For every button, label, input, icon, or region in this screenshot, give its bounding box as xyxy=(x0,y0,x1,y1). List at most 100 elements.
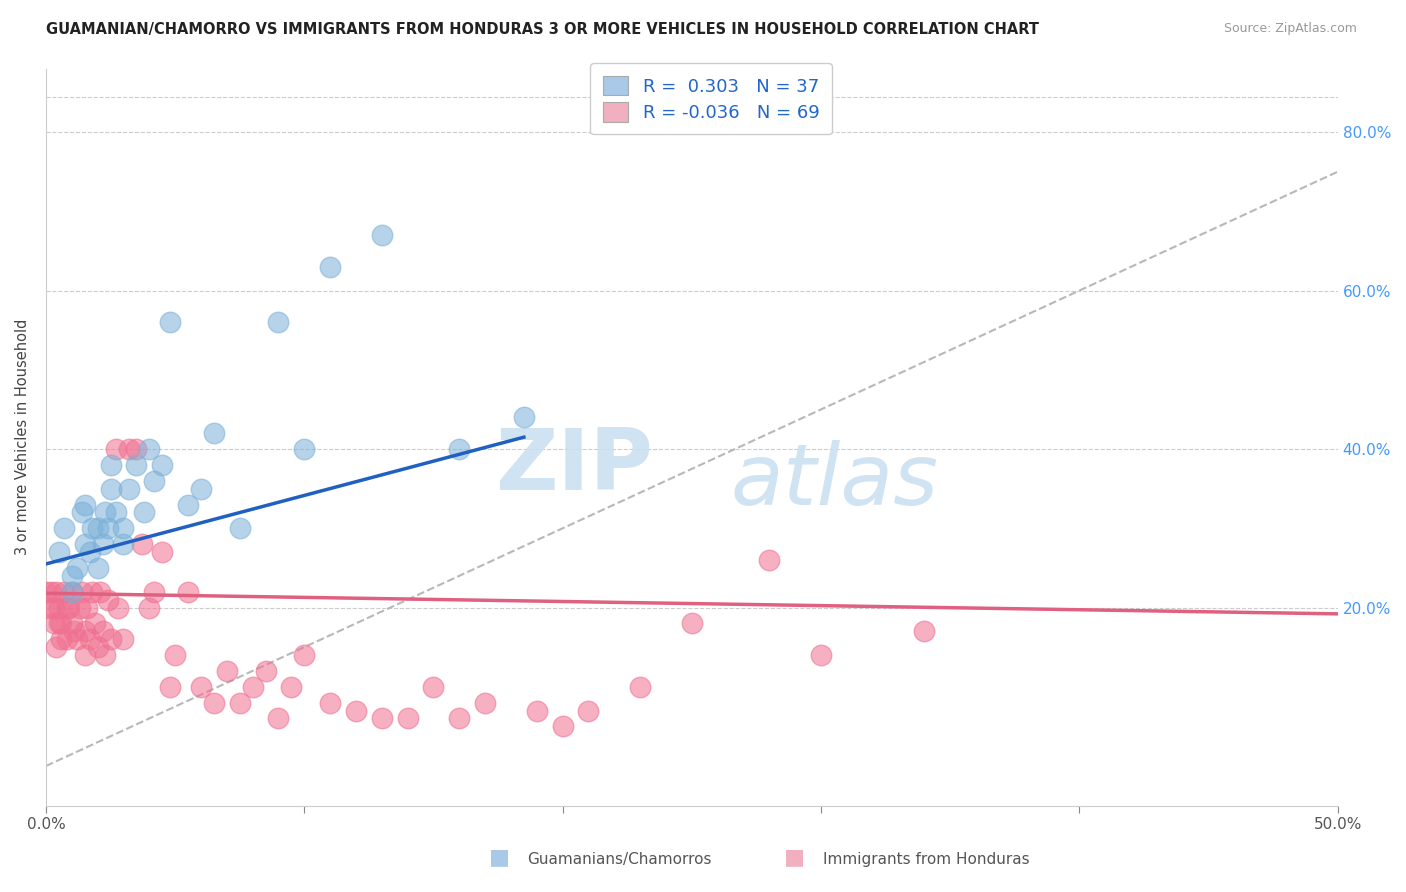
Point xyxy=(45,640,67,654)
Point xyxy=(79,632,101,647)
Point xyxy=(60,584,83,599)
Point xyxy=(344,704,367,718)
Point xyxy=(267,711,290,725)
Point xyxy=(42,600,65,615)
Point xyxy=(125,458,148,472)
Point xyxy=(292,442,315,456)
Point xyxy=(449,442,471,456)
Point xyxy=(242,680,264,694)
Point xyxy=(228,696,250,710)
Point xyxy=(58,600,80,615)
Point xyxy=(138,442,160,456)
Point xyxy=(86,561,108,575)
Point xyxy=(150,458,173,472)
Point xyxy=(86,640,108,654)
Point xyxy=(48,545,70,559)
Point xyxy=(143,584,166,599)
Point xyxy=(63,624,86,639)
Text: ZIP: ZIP xyxy=(495,425,652,508)
Point xyxy=(628,680,651,694)
Point xyxy=(159,315,181,329)
Point xyxy=(39,584,62,599)
Point xyxy=(202,426,225,441)
Point xyxy=(280,680,302,694)
Point xyxy=(112,632,135,647)
Point xyxy=(51,632,73,647)
Point xyxy=(150,545,173,559)
Point xyxy=(681,616,703,631)
Point xyxy=(138,600,160,615)
Point xyxy=(422,680,444,694)
Text: ■: ■ xyxy=(785,847,804,867)
Point xyxy=(97,592,120,607)
Point xyxy=(91,624,114,639)
Point xyxy=(758,553,780,567)
Point xyxy=(177,584,200,599)
Point xyxy=(165,648,187,662)
Point xyxy=(70,505,93,519)
Point xyxy=(526,704,548,718)
Point xyxy=(73,624,96,639)
Point xyxy=(69,600,91,615)
Point xyxy=(474,696,496,710)
Point xyxy=(107,600,129,615)
Point xyxy=(131,537,153,551)
Point xyxy=(912,624,935,639)
Point xyxy=(60,569,83,583)
Point xyxy=(215,664,238,678)
Point xyxy=(60,616,83,631)
Text: GUAMANIAN/CHAMORRO VS IMMIGRANTS FROM HONDURAS 3 OR MORE VEHICLES IN HOUSEHOLD C: GUAMANIAN/CHAMORRO VS IMMIGRANTS FROM HO… xyxy=(46,22,1039,37)
Point xyxy=(551,719,574,733)
Point xyxy=(48,616,70,631)
Text: Guamanians/Chamorros: Guamanians/Chamorros xyxy=(527,852,711,867)
Text: ■: ■ xyxy=(489,847,509,867)
Legend: R =  0.303   N = 37, R = -0.036   N = 69: R = 0.303 N = 37, R = -0.036 N = 69 xyxy=(591,63,832,135)
Point xyxy=(70,584,93,599)
Point xyxy=(42,616,65,631)
Point xyxy=(45,584,67,599)
Point xyxy=(55,600,77,615)
Point xyxy=(38,600,60,615)
Point xyxy=(371,711,394,725)
Point xyxy=(91,537,114,551)
Point xyxy=(134,505,156,519)
Point xyxy=(94,505,117,519)
Point xyxy=(76,600,98,615)
Point xyxy=(190,482,212,496)
Point xyxy=(97,521,120,535)
Point xyxy=(100,458,122,472)
Point xyxy=(73,498,96,512)
Text: Source: ZipAtlas.com: Source: ZipAtlas.com xyxy=(1223,22,1357,36)
Point xyxy=(578,704,600,718)
Point xyxy=(228,521,250,535)
Point xyxy=(449,711,471,725)
Point xyxy=(82,521,104,535)
Point xyxy=(117,482,139,496)
Point xyxy=(159,680,181,694)
Text: Immigrants from Honduras: Immigrants from Honduras xyxy=(823,852,1029,867)
Point xyxy=(396,711,419,725)
Text: atlas: atlas xyxy=(731,440,939,523)
Point xyxy=(94,648,117,662)
Point xyxy=(371,228,394,243)
Point xyxy=(112,537,135,551)
Point xyxy=(319,260,342,274)
Point xyxy=(810,648,832,662)
Point xyxy=(60,584,83,599)
Point xyxy=(100,632,122,647)
Point xyxy=(66,561,89,575)
Point xyxy=(100,482,122,496)
Point xyxy=(86,521,108,535)
Point xyxy=(254,664,277,678)
Point xyxy=(55,632,77,647)
Point xyxy=(143,474,166,488)
Point xyxy=(267,315,290,329)
Point xyxy=(79,545,101,559)
Point xyxy=(112,521,135,535)
Point xyxy=(82,584,104,599)
Point xyxy=(202,696,225,710)
Point xyxy=(53,521,76,535)
Point xyxy=(73,537,96,551)
Point xyxy=(84,616,107,631)
Point xyxy=(51,616,73,631)
